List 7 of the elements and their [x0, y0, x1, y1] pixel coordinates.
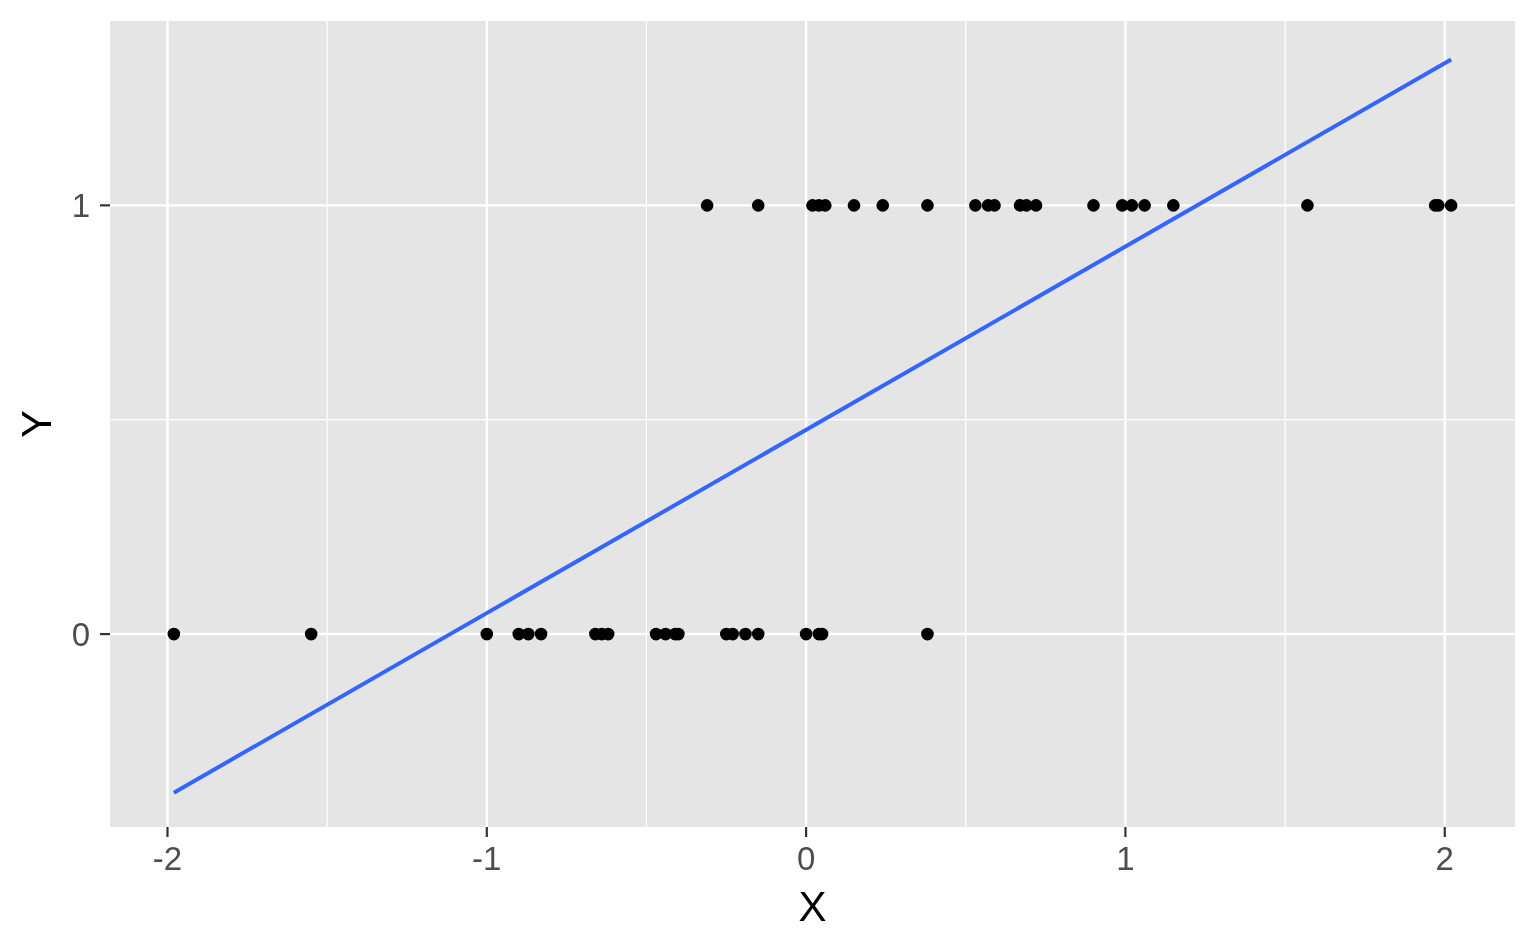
x-tick-label: -2 [152, 840, 183, 878]
x-tick-label: 2 [1435, 840, 1454, 878]
y-axis-title: Y [12, 409, 60, 439]
x-tick-label: 0 [796, 840, 816, 878]
x-tick-label: -1 [472, 840, 502, 878]
x-tick-label: 1 [1116, 840, 1135, 878]
x-axis-title: X [798, 883, 827, 930]
